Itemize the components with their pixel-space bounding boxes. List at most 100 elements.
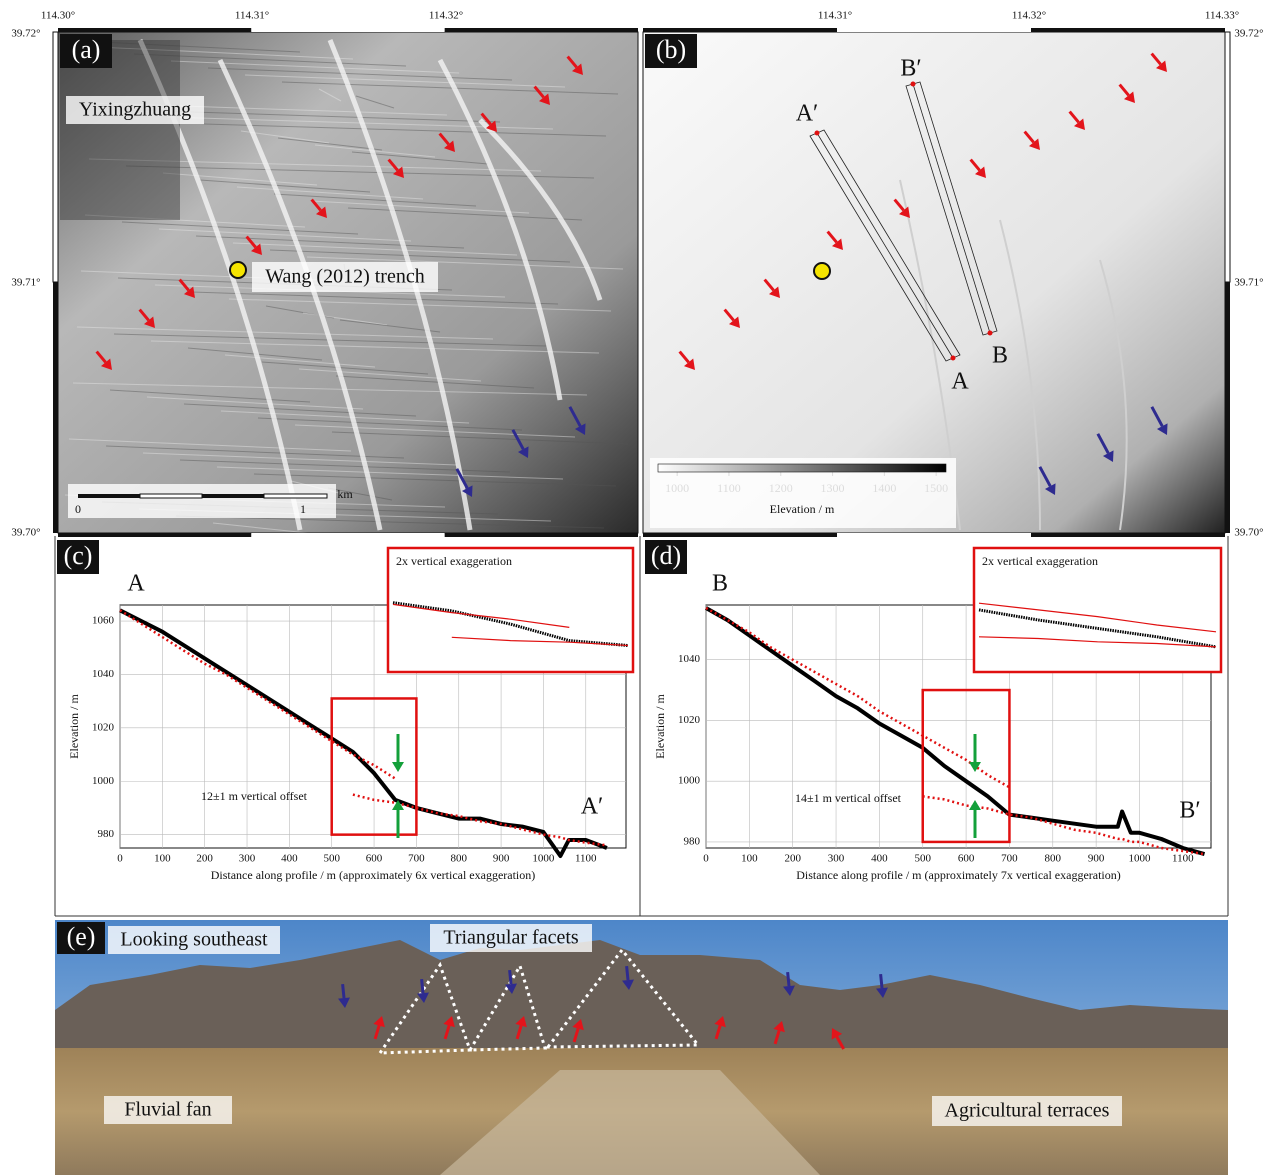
- x-tick-label: 300: [828, 853, 845, 865]
- frame-tick: [1225, 282, 1230, 533]
- longitude-label: 114.32°: [1012, 10, 1046, 22]
- offset-annotation: 12±1 m vertical offset: [201, 789, 308, 803]
- figure: 114.30°114.31°114.32°114.31°114.32°114.3…: [0, 0, 1269, 1175]
- charts: 0 100 200 300 400 500 600 700 800 900 1000 1100 980 1…: [57, 540, 1221, 882]
- x-axis-label: Distance along profile / m (approximatel…: [796, 868, 1121, 882]
- profile-end: [988, 331, 993, 336]
- x-tick-label: 500: [323, 853, 340, 865]
- y-tick-label: 1000: [92, 775, 115, 787]
- x-tick-label: 1000: [1128, 853, 1151, 865]
- profile-end: [815, 131, 820, 136]
- scale-bar: [264, 494, 327, 498]
- scale-unit: km: [337, 487, 353, 501]
- y-tick-label: 1020: [92, 721, 115, 733]
- photo-annotation: Looking southeast: [120, 929, 268, 951]
- x-tick-label: 800: [450, 853, 467, 865]
- frame-tick: [837, 533, 1031, 537]
- colorbar-title: Elevation / m: [770, 502, 835, 516]
- x-tick-label: 100: [741, 853, 758, 865]
- offset-annotation: 14±1 m vertical offset: [795, 791, 902, 805]
- x-tick-label: 800: [1045, 853, 1062, 865]
- x-tick-label: 300: [239, 853, 256, 865]
- y-tick-label: 1040: [92, 668, 115, 680]
- x-tick-label: 1000: [532, 853, 555, 865]
- panel-label: (e): [67, 922, 96, 951]
- profile-label: B′: [900, 56, 921, 82]
- profile-label: B: [992, 343, 1008, 369]
- x-tick-label: 900: [1088, 853, 1105, 865]
- x-tick-label: 600: [366, 853, 383, 865]
- y-tick-label: 1000: [678, 775, 701, 787]
- x-tick-label: 0: [117, 853, 123, 865]
- trench-marker: [814, 263, 830, 279]
- latitude-label: 39.72°: [1234, 28, 1263, 40]
- scale-bar: [202, 494, 264, 498]
- photo-annotation: Agricultural terraces: [945, 1100, 1110, 1122]
- frame-tick: [445, 533, 638, 537]
- profile-start-label: B: [712, 571, 728, 597]
- photo-annotation: Fluvial fan: [124, 1099, 211, 1121]
- profile-end: [951, 356, 956, 361]
- frame-tick: [58, 533, 251, 537]
- frame-tick: [1031, 28, 1225, 32]
- scale-start: 0: [75, 502, 81, 516]
- panel-label: (c): [64, 541, 93, 570]
- frame-tick: [58, 28, 251, 32]
- hillshade-image: [643, 32, 1225, 533]
- x-tick-label: 900: [493, 853, 510, 865]
- inset-title: 2x vertical exaggeration: [396, 554, 512, 568]
- frame-tick: [837, 28, 1031, 32]
- panel-label: (b): [656, 35, 686, 64]
- x-tick-label: 500: [914, 853, 931, 865]
- inset-title: 2x vertical exaggeration: [982, 554, 1098, 568]
- profile-end-label: A′: [581, 794, 604, 820]
- y-tick-label: 980: [98, 828, 115, 840]
- frame-tick: [53, 282, 58, 533]
- panel-label: (a): [72, 35, 101, 64]
- x-tick-label: 1100: [575, 853, 597, 865]
- x-axis-label: Distance along profile / m (approximatel…: [211, 868, 536, 882]
- scale-end: 1: [300, 502, 306, 516]
- arrow-shaft: [788, 972, 789, 986]
- y-tick-label: 1060: [92, 615, 115, 627]
- x-tick-label: 700: [408, 853, 425, 865]
- arrow-shaft: [343, 984, 344, 998]
- y-tick-label: 980: [684, 835, 701, 847]
- longitude-label: 114.31°: [818, 10, 852, 22]
- profile-end: [911, 82, 916, 87]
- scale-bar: [140, 494, 202, 498]
- trench-label: Wang (2012) trench: [265, 266, 424, 288]
- photo-annotation: Triangular facets: [443, 927, 579, 949]
- latitude-label: 39.71°: [1234, 277, 1263, 289]
- longitude-label: 114.31°: [235, 10, 269, 22]
- x-tick-label: 1100: [1172, 853, 1194, 865]
- frame-tick: [643, 533, 837, 537]
- frame-tick: [251, 28, 444, 32]
- y-tick-label: 1020: [678, 714, 701, 726]
- panel-label: (d): [651, 541, 681, 570]
- latitude-label: 39.72°: [11, 28, 40, 40]
- frame-tick: [251, 533, 444, 537]
- scale-bar: [78, 494, 140, 498]
- place-label: Yixingzhuang: [79, 99, 191, 121]
- frame-tick: [445, 28, 638, 32]
- latitude-label: 39.70°: [11, 527, 40, 539]
- profile-end-label: B′: [1179, 798, 1200, 824]
- frame-tick: [1031, 533, 1225, 537]
- longitude-label: 114.30°: [41, 10, 75, 22]
- profile-label: A′: [796, 101, 819, 127]
- frame-tick: [53, 32, 58, 282]
- frame-tick: [643, 28, 837, 32]
- x-tick-label: 400: [871, 853, 888, 865]
- latitude-label: 39.70°: [1234, 527, 1263, 539]
- x-tick-label: 700: [1001, 853, 1018, 865]
- y-axis-label: Elevation / m: [67, 694, 81, 759]
- latitude-label: 39.71°: [11, 277, 40, 289]
- x-tick-label: 200: [784, 853, 801, 865]
- y-axis-label: Elevation / m: [653, 694, 667, 759]
- scale-box: [68, 484, 336, 518]
- trench-marker: [230, 262, 246, 278]
- profile-label: A: [951, 369, 969, 395]
- profile-start-label: A: [127, 571, 145, 597]
- arrow-shaft: [627, 966, 628, 980]
